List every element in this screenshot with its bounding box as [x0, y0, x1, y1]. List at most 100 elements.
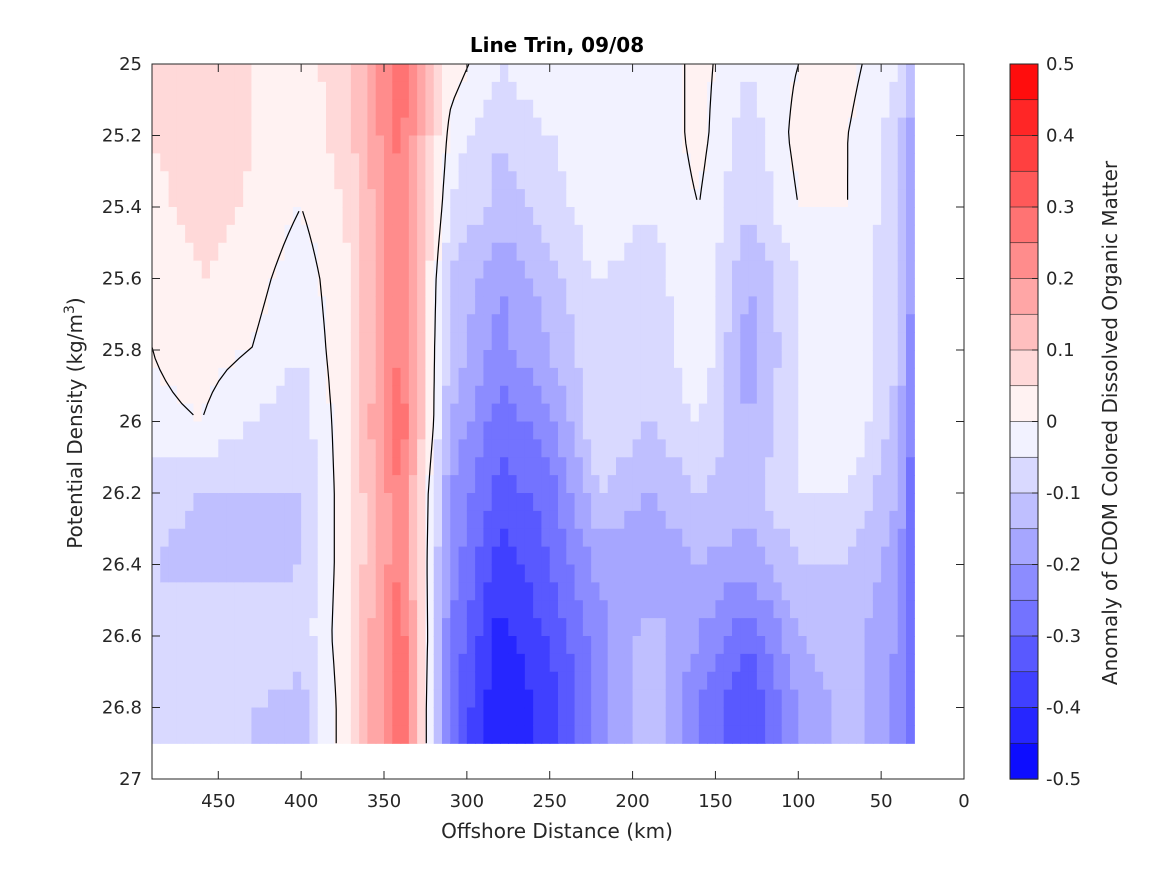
contour-cell — [350, 189, 360, 208]
contour-cell — [359, 260, 369, 280]
contour-cell — [790, 582, 799, 601]
contour-cell — [516, 725, 526, 744]
contour-cell — [723, 636, 733, 655]
contour-cell — [748, 367, 758, 387]
contour-cell — [665, 117, 675, 137]
contour-cell — [450, 296, 460, 315]
contour-cell — [160, 135, 170, 154]
contour-cell — [185, 296, 195, 315]
contour-cell — [450, 528, 460, 548]
contour-cell — [218, 689, 228, 709]
contour-cell — [657, 367, 667, 387]
contour-cell — [392, 564, 402, 583]
contour-cell — [243, 81, 253, 101]
contour-cell — [408, 671, 418, 691]
contour-cell — [425, 242, 435, 262]
contour-cell — [466, 671, 476, 691]
contour-cell — [640, 689, 650, 709]
contour-cell — [723, 671, 733, 691]
contour-cell — [259, 528, 269, 548]
contour-cell — [624, 385, 634, 405]
contour-cell — [243, 439, 253, 458]
contour-cell — [848, 457, 857, 476]
contour-cell — [201, 207, 211, 226]
contour-cell — [359, 242, 369, 262]
contour-cell — [309, 153, 319, 172]
contour-cell — [748, 385, 758, 405]
contour-cell — [566, 618, 576, 637]
contour-cell — [160, 546, 170, 566]
contour-cell — [417, 207, 427, 226]
contour-cell — [881, 528, 891, 548]
contour-cell — [400, 671, 410, 691]
contour-cell — [881, 403, 891, 423]
contour-cell — [773, 171, 783, 190]
contour-cell — [359, 81, 369, 101]
contour-cell — [533, 618, 543, 637]
contour-cell — [649, 546, 659, 566]
contour-cell — [698, 224, 708, 244]
contour-cell — [549, 689, 559, 709]
contour-cell — [176, 278, 186, 297]
contour-cell — [367, 564, 377, 583]
contour-cell — [176, 618, 186, 637]
contour-cell — [384, 546, 393, 566]
contour-cell — [765, 385, 775, 405]
contour-cell — [864, 314, 874, 333]
contour-cell — [632, 367, 642, 387]
contour-cell — [259, 618, 269, 637]
contour-cell — [607, 689, 617, 709]
contour-cell — [790, 350, 799, 369]
contour-cell — [201, 171, 211, 190]
contour-cell — [210, 171, 219, 190]
contour-cell — [491, 457, 501, 476]
contour-cell — [765, 242, 775, 262]
contour-cell — [533, 582, 543, 601]
contour-cell — [632, 457, 642, 476]
contour-cell — [864, 564, 874, 583]
contour-cell — [408, 350, 418, 369]
contour-cell — [856, 600, 866, 619]
contour-cell — [640, 171, 650, 190]
contour-cell — [276, 332, 286, 351]
contour-cell — [350, 171, 360, 190]
contour-cell — [284, 385, 294, 405]
contour-cell — [533, 260, 543, 280]
contour-cell — [268, 653, 277, 673]
contour-cell — [500, 564, 509, 583]
contour-cell — [814, 117, 824, 137]
contour-cell — [475, 171, 485, 190]
contour-cell — [856, 135, 866, 154]
contour-cell — [168, 81, 178, 101]
contour-cell — [367, 242, 377, 262]
contour-cell — [707, 242, 717, 262]
contour-cell — [268, 707, 277, 726]
contour-cell — [234, 564, 244, 583]
contour-cell — [524, 385, 534, 405]
contour-cell — [897, 528, 907, 548]
contour-cell — [541, 546, 551, 566]
contour-cell — [417, 636, 427, 655]
contour-cell — [690, 260, 700, 280]
contour-cell — [599, 117, 609, 137]
contour-cell — [740, 171, 750, 190]
contour-cell — [616, 153, 625, 172]
contour-cell — [732, 528, 741, 548]
contour-cell — [210, 385, 219, 405]
contour-cell — [442, 439, 451, 458]
contour-cell — [781, 546, 791, 566]
contour-cell — [856, 296, 866, 315]
contour-cell — [674, 457, 683, 476]
contour-cell — [458, 564, 468, 583]
contour-cell — [524, 636, 534, 655]
contour-cell — [657, 689, 667, 709]
contour-cell — [690, 207, 700, 226]
contour-cell — [632, 207, 642, 226]
contour-cell — [176, 546, 186, 566]
contour-cell — [831, 81, 841, 101]
contour-cell — [607, 707, 617, 726]
contour-cell — [193, 117, 203, 137]
contour-cell — [524, 653, 534, 673]
contour-cell — [491, 421, 501, 440]
contour-cell — [632, 475, 642, 494]
